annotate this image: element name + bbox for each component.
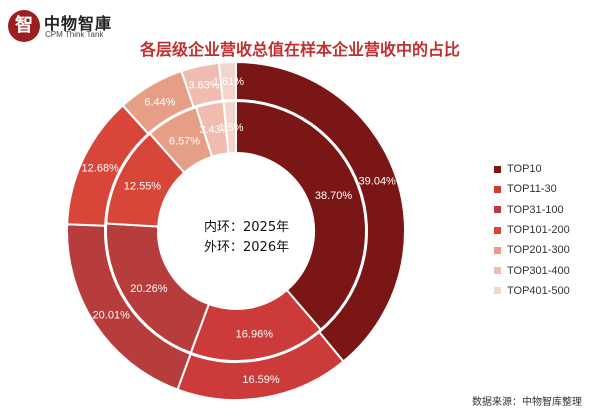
outer-label-top10: 39.04%: [359, 175, 397, 187]
legend-label: TOP10: [507, 163, 542, 176]
legend-swatch: [494, 226, 501, 234]
inner-label-top401-500: 1.5%: [218, 122, 243, 134]
legend-label: TOP11-30: [507, 183, 557, 196]
logo-icon: 智: [8, 10, 40, 42]
outer-slice-top401-500: [217, 60, 237, 102]
legend-label: TOP301-400: [507, 264, 570, 277]
outer-slice-top10: [235, 60, 406, 363]
legend-label: TOP101-200: [507, 224, 570, 237]
center-label-outer: 外环：2026年: [204, 240, 290, 255]
data-source: 数据来源：中物智库整理: [472, 397, 582, 408]
legend-item-top201-300: TOP201-300: [494, 240, 594, 260]
legend-label: TOP401-500: [507, 284, 570, 297]
inner-label-top201-300: 6.57%: [169, 136, 200, 148]
outer-label-top31-100: 20.01%: [93, 309, 131, 321]
outer-label-top401-500: 1.61%: [213, 76, 244, 88]
legend-swatch: [494, 287, 501, 295]
inner-slice-top10: [235, 99, 367, 331]
legend-swatch: [494, 246, 501, 254]
inner-label-top301-400: 3.43%: [199, 124, 230, 136]
legend-swatch: [494, 185, 501, 193]
inner-label-top11-30: 16.96%: [236, 328, 274, 340]
legend-swatch: [494, 165, 501, 173]
legend-item-top301-400: TOP301-400: [494, 260, 594, 280]
brand-logo: 智 中物智庫 CPM Think Tank: [8, 8, 138, 48]
logo-subtitle: CPM Think Tank: [45, 30, 104, 39]
legend-item-top31-100: TOP31-100: [494, 200, 594, 220]
center-label-inner: 内环：2025年: [204, 220, 290, 235]
legend-item-top101-200: TOP101-200: [494, 220, 594, 240]
legend-label: TOP31-100: [507, 203, 564, 216]
inner-slice-top401-500: [222, 99, 237, 155]
outer-label-top301-400: 3.63%: [188, 79, 219, 91]
outer-label-top201-300: 6.44%: [144, 97, 175, 109]
legend-item-top401-500: TOP401-500: [494, 281, 594, 301]
legend-swatch: [494, 206, 501, 214]
legend-label: TOP201-300: [507, 244, 570, 257]
chart-legend: TOP10 TOP11-30 TOP31-100 TOP101-200 TOP201-3…: [494, 159, 594, 301]
legend-item-top11-30: TOP11-30: [494, 179, 594, 199]
inner-label-top101-200: 12.55%: [124, 181, 162, 193]
outer-label-top11-30: 16.59%: [242, 374, 280, 386]
legend-swatch: [494, 267, 501, 275]
legend-item-top10: TOP10: [494, 159, 594, 179]
logo-name: 中物智庫: [44, 14, 113, 33]
outer-label-top101-200: 12.68%: [82, 162, 120, 174]
chart-title: 各层级企业营收总值在样本企业营收中的占比: [139, 40, 460, 59]
inner-label-top31-100: 20.26%: [130, 283, 168, 295]
inner-label-top10: 38.70%: [315, 190, 353, 202]
